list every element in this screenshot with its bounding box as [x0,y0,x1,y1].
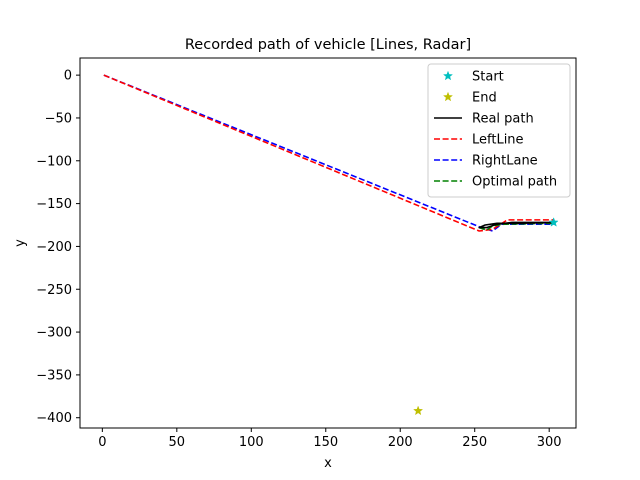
series-start-marker [548,217,559,227]
x-tick-label: 0 [98,435,106,450]
legend-end-swatch [442,91,454,102]
series-leftline-line [103,74,554,232]
y-axis-label: y [13,239,28,247]
chart-title: Recorded path of vehicle [Lines, Radar] [185,37,471,53]
y-tick-label: −300 [36,326,72,341]
y-tick-label: −150 [36,197,72,212]
x-axis-label: x [324,456,332,471]
series-real-path-line [478,221,554,229]
legend-end-label: End [472,91,497,106]
x-tick-label: 200 [388,435,413,450]
y-tick-label: −200 [36,240,72,255]
legend-frame [427,63,571,198]
y-tick-label: −350 [36,368,72,383]
legend-start-label: Start [472,70,504,85]
series-rightlane-line [103,74,554,232]
plot-area [103,74,559,416]
legend-optimal-path-label: Optimal path [472,175,557,190]
x-axis: 0 50 100 150 200 250 300 [98,428,562,450]
y-tick-label: −100 [36,154,72,169]
legend-leftline-label: LeftLine [472,133,524,148]
legend-rightlane-label: RightLane [472,154,538,169]
series-end-marker [413,405,424,416]
y-tick-label: 0 [64,69,72,84]
axes-frame [79,57,577,429]
x-tick-label: 100 [239,435,264,450]
legend-real-path-label: Real path [472,112,534,127]
legend: Start End Real path LeftLine RightLane Optima… [427,63,571,198]
x-tick-label: 250 [462,435,487,450]
y-tick-label: −50 [45,111,72,126]
y-axis: 0 −50 −100 −150 −200 −250 −300 −350 −400 [36,69,80,426]
x-tick-label: 300 [537,435,562,450]
legend-start-swatch [442,70,454,81]
x-tick-label: 150 [313,435,338,450]
y-tick-label: −250 [36,283,72,298]
x-tick-label: 50 [169,435,186,450]
y-tick-label: −400 [36,411,72,426]
